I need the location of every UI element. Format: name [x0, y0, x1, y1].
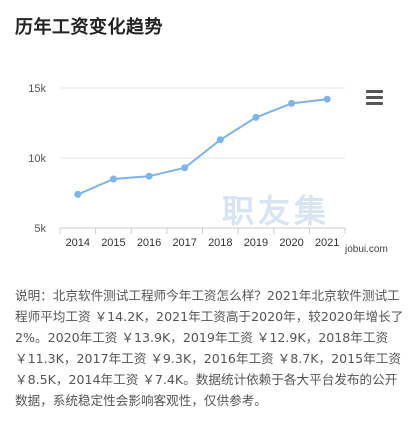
- x-tick-label: 2017: [172, 237, 196, 249]
- y-tick-label: 5k: [34, 223, 46, 235]
- x-tick-label: 2021: [315, 237, 339, 249]
- data-point: [288, 99, 296, 107]
- x-tick-label: 2014: [66, 237, 90, 249]
- x-tick-label: 2020: [279, 237, 303, 249]
- x-tick-label: 2016: [137, 237, 161, 249]
- data-point: [109, 175, 117, 183]
- x-tick-label: 2019: [244, 237, 268, 249]
- chart-svg: 15k 10k 5k 2014 2015 2016 2017 2018 2019 2020 2021: [28, 83, 346, 249]
- data-point: [145, 172, 153, 180]
- y-tick-label: 15k: [28, 83, 46, 95]
- menu-icon-bar: [366, 102, 383, 105]
- chart-watermark-url: jobui.com: [345, 244, 388, 255]
- data-point: [181, 164, 189, 172]
- menu-icon-bar: [366, 96, 383, 99]
- data-point: [216, 136, 224, 144]
- x-tick-label: 2015: [101, 237, 125, 249]
- data-point: [74, 190, 82, 198]
- chart-watermark: 职友集: [222, 192, 331, 230]
- salary-trend-chart: 15k 10k 5k 2014 2015 2016 2017 2018 2019 2020 2021…: [0, 60, 414, 270]
- menu-icon-bar: [366, 90, 383, 93]
- page-title: 历年工资变化趋势: [15, 17, 163, 38]
- x-tick-label: 2018: [208, 237, 232, 249]
- hamburger-menu-icon[interactable]: [365, 90, 385, 108]
- salary-description: 说明：北京软件测试工程师今年工资怎么样？2021年北京软件测试工程师平均工资 ￥…: [15, 288, 404, 408]
- data-point: [252, 113, 260, 121]
- y-tick-label: 10k: [28, 153, 46, 165]
- data-point: [323, 95, 331, 103]
- series-line: [76, 98, 329, 196]
